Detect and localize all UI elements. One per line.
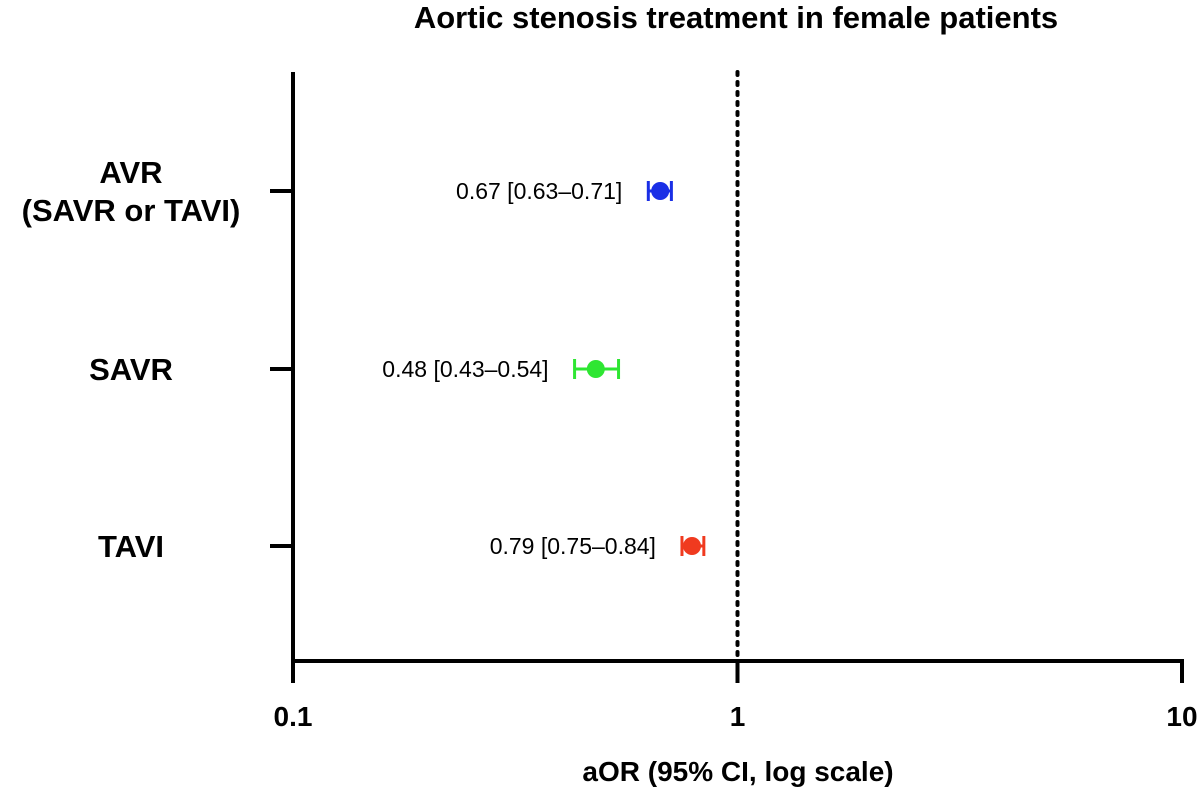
estimate-point	[682, 537, 701, 555]
chart-title: Aortic stenosis treatment in female pati…	[414, 0, 1058, 35]
x-tick-label: 1	[730, 701, 746, 732]
x-axis-title: aOR (95% CI, log scale)	[582, 756, 893, 787]
estimate-point	[586, 360, 605, 378]
forest-row: SAVR 0.48 [0.43–0.54]	[89, 352, 621, 387]
estimate-point	[651, 182, 670, 200]
forest-row: AVR(SAVR or TAVI) 0.67 [0.63–0.71]	[22, 155, 673, 228]
data-label: 0.67 [0.63–0.71]	[456, 178, 622, 204]
x-ticks: 0.1 1 10	[274, 659, 1198, 732]
data-label: 0.48 [0.43–0.54]	[382, 356, 548, 382]
category-label: AVR	[99, 155, 162, 190]
category-label: SAVR	[89, 352, 173, 387]
category-label: TAVI	[98, 529, 164, 564]
x-tick-label: 0.1	[274, 701, 313, 732]
forest-rows: AVR(SAVR or TAVI) 0.67 [0.63–0.71] SAVR 0.4…	[22, 155, 706, 564]
forest-row: TAVI 0.79 [0.75–0.84]	[98, 529, 706, 564]
data-label: 0.79 [0.75–0.84]	[490, 533, 656, 559]
x-tick-label: 10	[1166, 701, 1197, 732]
category-label: (SAVR or TAVI)	[22, 193, 241, 228]
